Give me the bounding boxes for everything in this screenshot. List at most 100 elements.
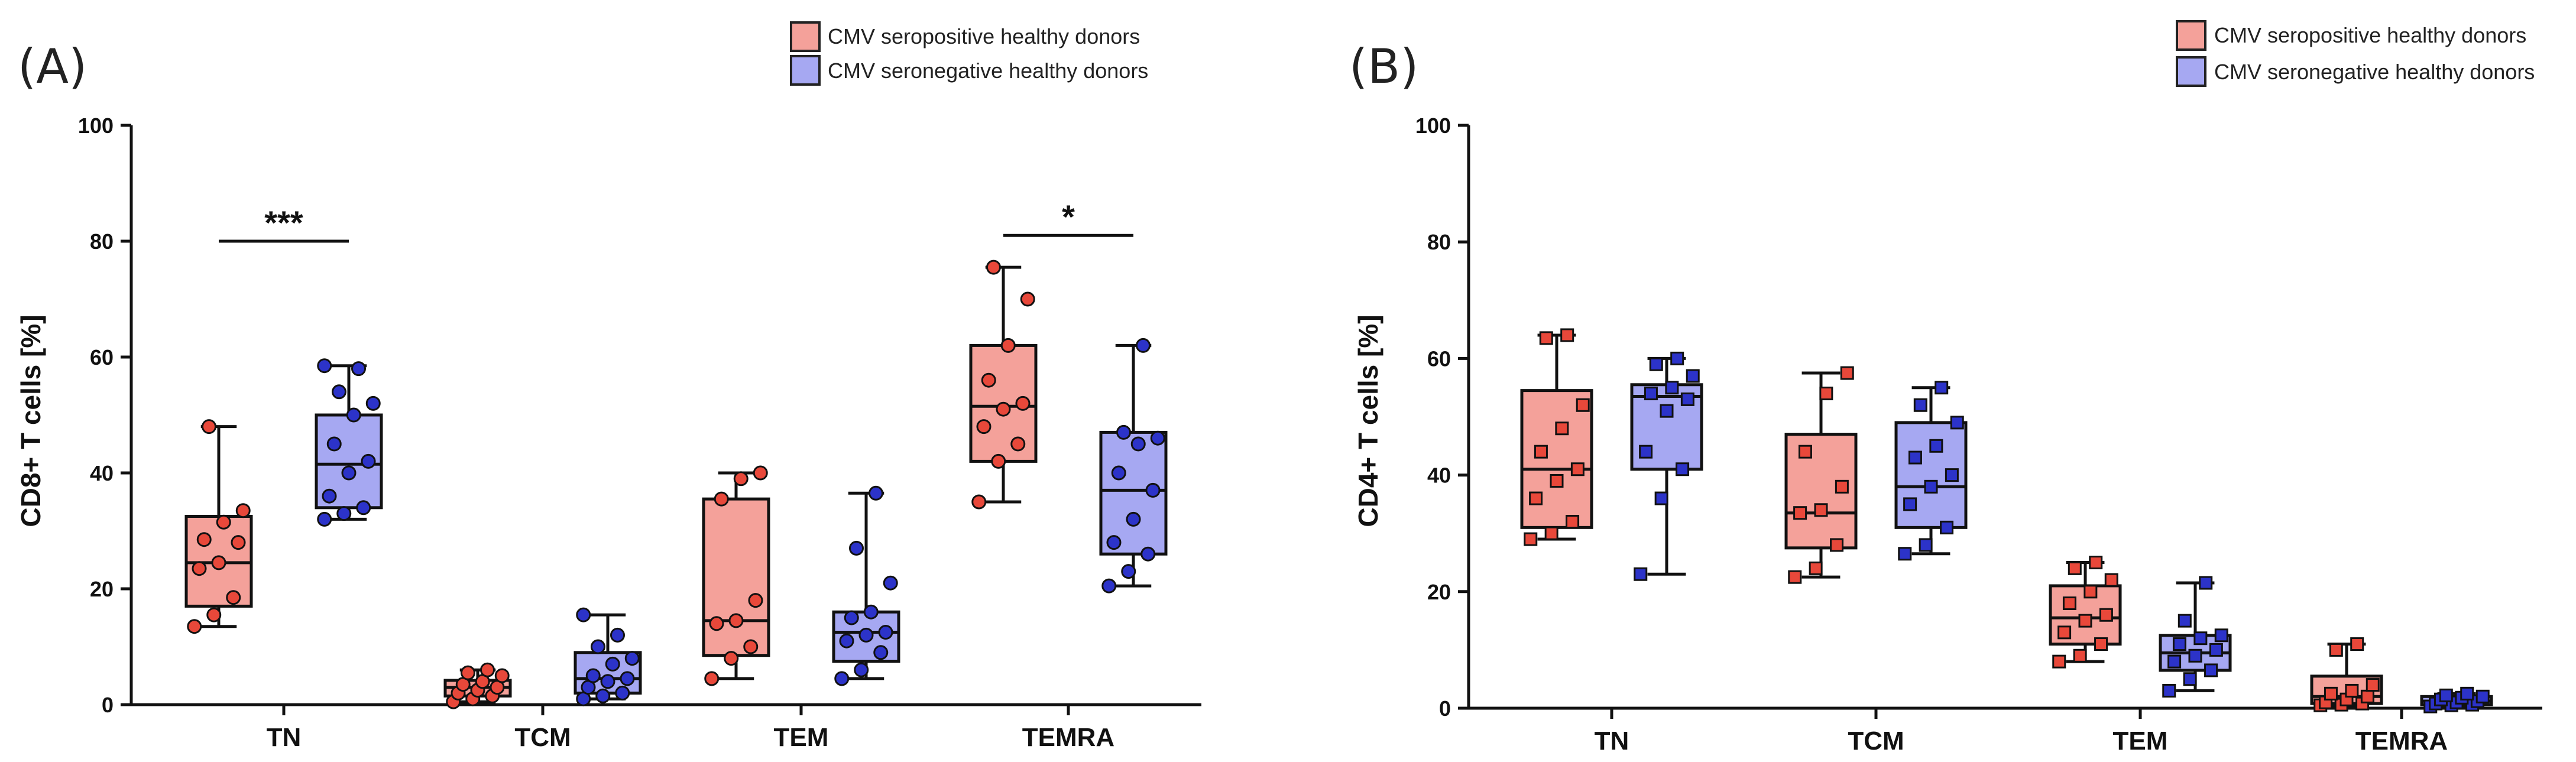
data-point (624, 651, 640, 666)
data-point (839, 633, 854, 648)
significance-label: * (1062, 198, 1075, 235)
data-point (2204, 663, 2218, 677)
data-point (341, 465, 357, 481)
data-point (1686, 369, 1700, 383)
data-point (2099, 608, 2113, 622)
data-point (2193, 631, 2208, 646)
x-tick-label-tem: TEM (2113, 727, 2168, 755)
data-point (1903, 497, 1917, 511)
data-point (1913, 398, 1927, 412)
data-point (1111, 465, 1126, 481)
x-tick-label-temra: TEMRA (1022, 723, 1114, 752)
data-point (1555, 421, 1569, 436)
data-point (709, 616, 724, 631)
data-point (2475, 689, 2490, 703)
data-point (1908, 450, 1922, 465)
data-point (2162, 683, 2176, 698)
box-iqr (702, 497, 770, 657)
data-point (733, 471, 749, 487)
data-point (2084, 585, 2098, 599)
box-seropositive-tem (702, 465, 770, 686)
box-seronegative-tn (1630, 351, 1703, 581)
data-point (1539, 331, 1553, 345)
panel-a-y-axis-title: CD8+ T cells [%] (15, 314, 46, 527)
legend-swatch-seropositive (2176, 20, 2206, 51)
data-point (1665, 381, 1679, 395)
data-point (1106, 535, 1122, 550)
data-point (326, 436, 342, 452)
legend-label-seronegative: CMV seronegative healthy donors (828, 59, 1148, 83)
data-point (1809, 561, 1823, 575)
data-point (206, 607, 222, 622)
data-point (714, 491, 729, 507)
data-point (1570, 462, 1585, 476)
data-point (858, 627, 874, 643)
data-point (1000, 338, 1016, 353)
data-point (2073, 648, 2087, 663)
data-point (986, 260, 1001, 275)
x-tick-label-tcm: TCM (514, 723, 571, 752)
data-point (1136, 338, 1151, 353)
x-tick-label-tcm: TCM (1848, 727, 1904, 755)
data-point (2209, 643, 2223, 657)
data-point (620, 671, 635, 686)
y-tick-label: 60 (1427, 346, 1451, 371)
box-seronegative-tn (315, 358, 383, 527)
box-seropositive-temra (969, 260, 1038, 510)
panel-b-plot: 0 20 40 60 80 100 TN TCM TEM TEMRA (1415, 114, 2542, 755)
box-seropositive-tem (2049, 556, 2122, 669)
data-point (1101, 578, 1117, 594)
panel-b-label: (B) (1349, 39, 1418, 94)
legend-label-seropositive: CMV seropositive healthy donors (828, 24, 1140, 48)
data-point (1814, 503, 1828, 517)
data-point (1924, 479, 1938, 494)
data-point (2078, 614, 2092, 628)
data-point (235, 503, 251, 518)
data-point (724, 651, 739, 666)
y-tick-label: 20 (90, 577, 114, 601)
y-tick-label: 60 (90, 345, 114, 369)
data-point (849, 540, 864, 556)
legend-swatch-seronegative (790, 55, 821, 86)
data-point (361, 453, 376, 469)
data-point (192, 561, 207, 576)
data-point (863, 604, 879, 620)
significance-label: *** (264, 204, 303, 241)
y-tick-label: 80 (1427, 230, 1451, 254)
data-point (743, 639, 759, 654)
data-point (365, 395, 381, 411)
data-point (494, 668, 510, 683)
data-point (231, 535, 246, 550)
data-point (991, 453, 1006, 469)
data-point (1793, 506, 1807, 520)
data-point (1935, 381, 1949, 395)
y-tick-label: 20 (1427, 580, 1451, 604)
data-point (2062, 596, 2076, 611)
data-point (1126, 511, 1141, 527)
data-point (2360, 689, 2374, 703)
data-point (2350, 637, 2364, 651)
data-point (1544, 526, 1558, 540)
data-point (1670, 351, 1684, 365)
data-point (2178, 614, 2192, 628)
y-tick-label: 0 (1439, 696, 1451, 721)
data-point (2460, 686, 2474, 701)
data-point (748, 593, 763, 608)
data-point (981, 372, 996, 388)
data-point (878, 625, 893, 640)
legend-label-seropositive: CMV seropositive healthy donors (2214, 23, 2526, 47)
legend-label-seronegative: CMV seronegative healthy donors (2214, 60, 2535, 84)
data-point (356, 500, 371, 515)
data-point (1534, 445, 1548, 459)
data-point (704, 671, 720, 686)
data-point (996, 401, 1011, 417)
data-point (1940, 520, 1954, 534)
data-point (1550, 474, 1564, 488)
data-point (1634, 567, 1648, 581)
data-point (1830, 538, 1844, 552)
box-seronegative-tcm (1894, 381, 1968, 561)
data-point (605, 656, 620, 672)
data-point (869, 485, 883, 501)
panel-b-legend: CMV seropositive healthy donors CMV sero… (2176, 20, 2535, 87)
